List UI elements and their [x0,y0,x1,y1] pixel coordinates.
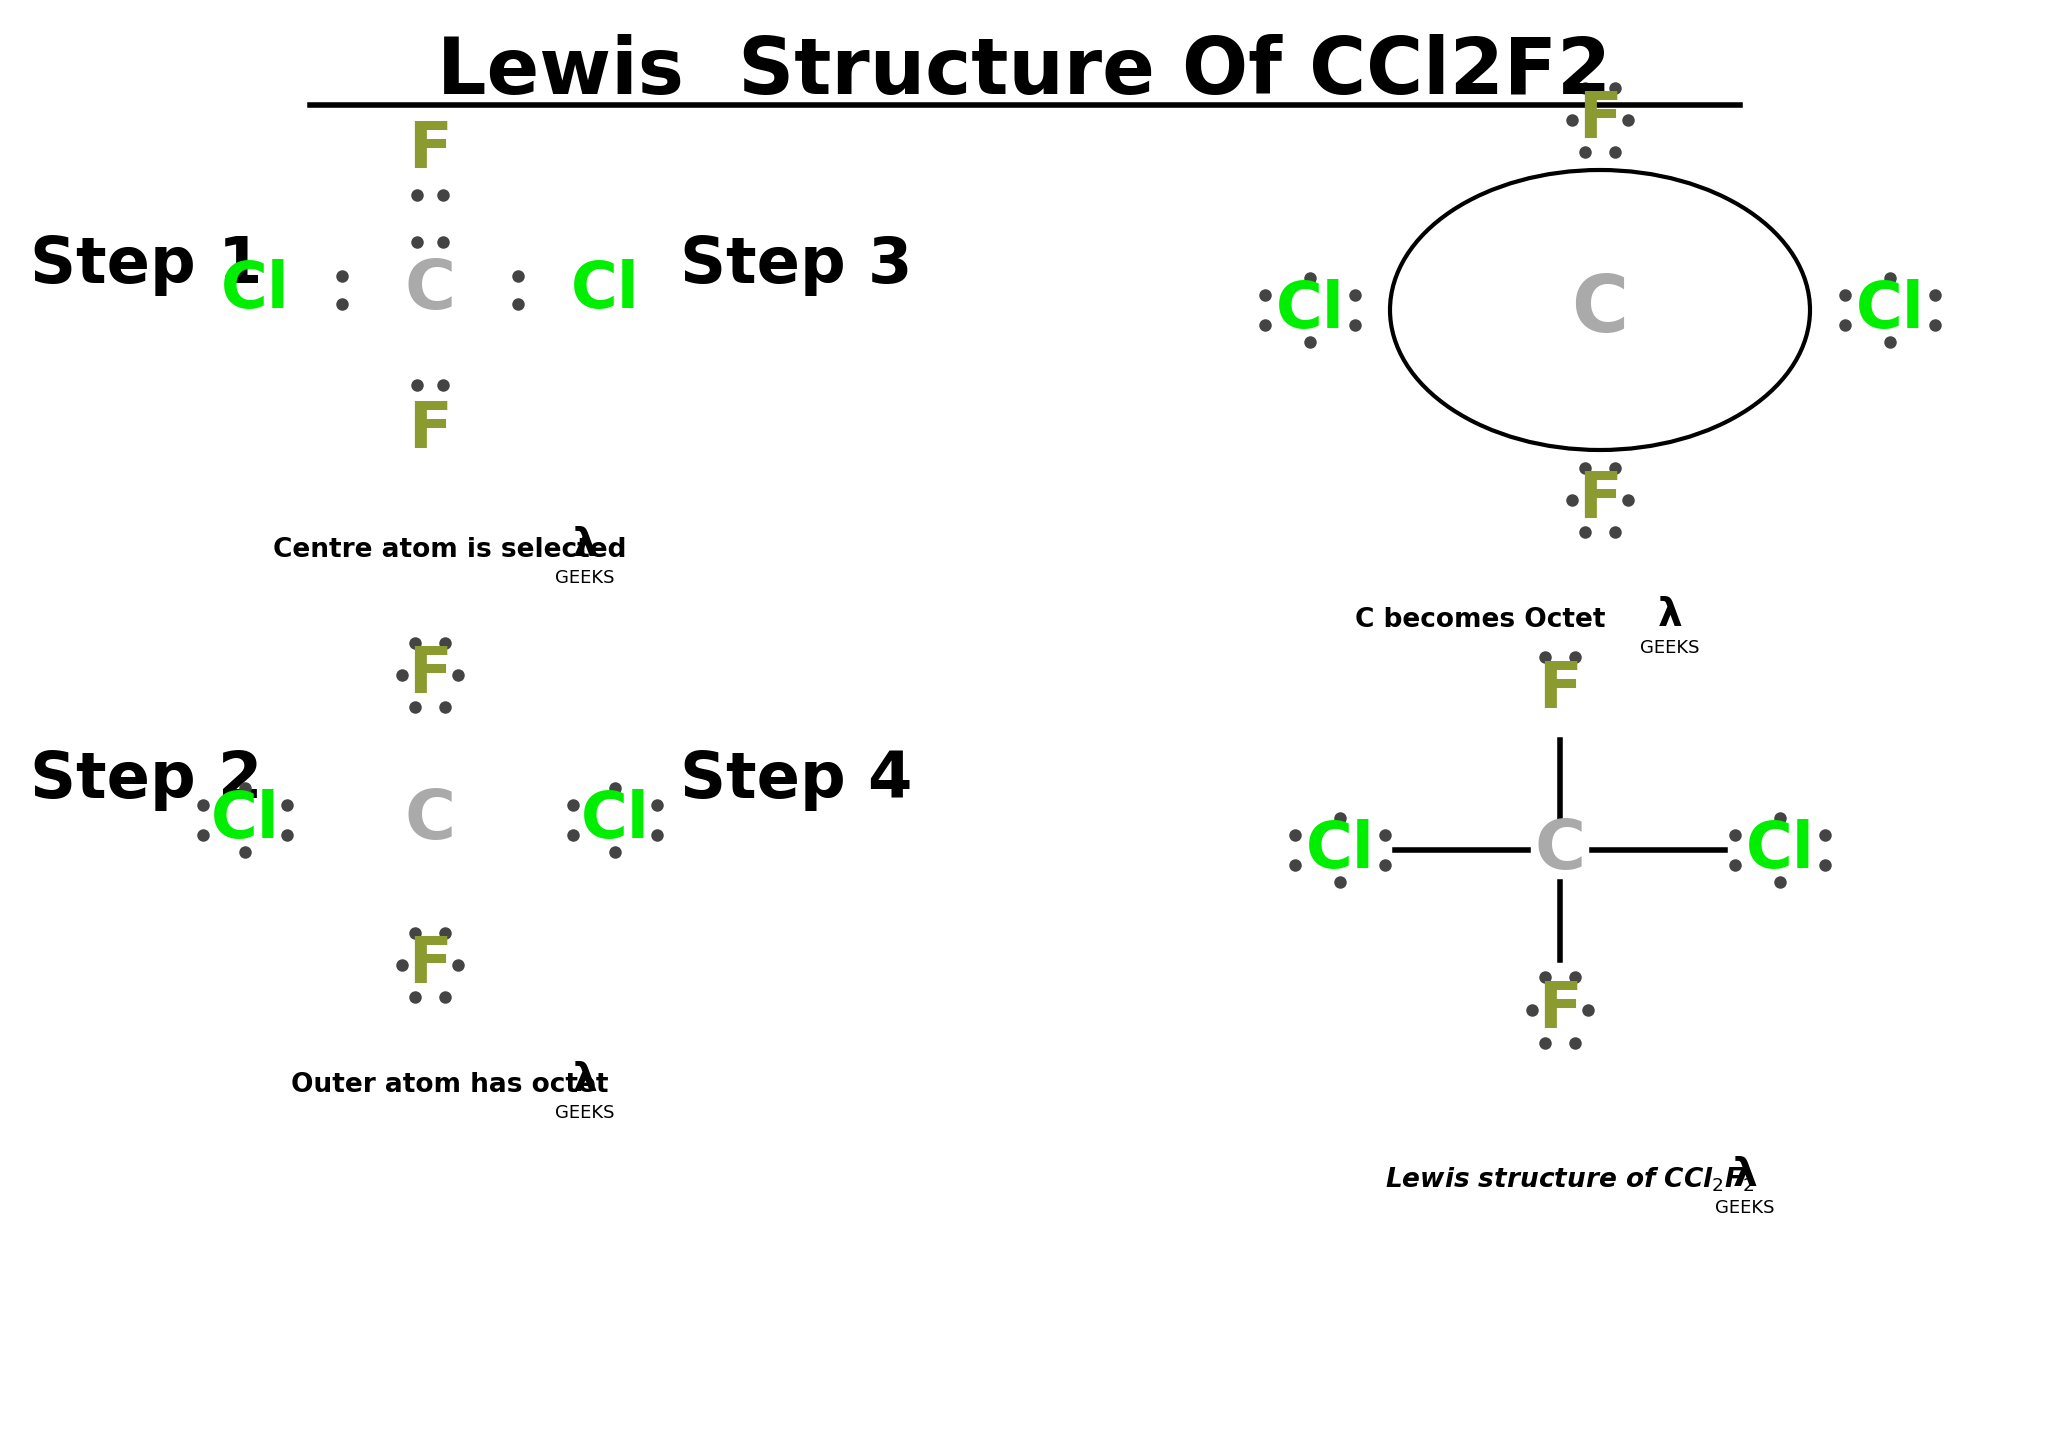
Text: Step 1: Step 1 [31,235,262,295]
Text: Cl: Cl [1855,279,1925,340]
Text: C: C [403,786,455,853]
Text: C becomes Octet: C becomes Octet [1354,607,1606,633]
Text: F: F [1579,88,1622,151]
Text: λ: λ [573,526,598,565]
Text: GEEKS: GEEKS [555,569,614,586]
Text: Centre atom is selected: Centre atom is selected [272,537,627,563]
Text: F: F [1538,979,1581,1041]
Text: Cl: Cl [211,789,279,851]
Text: Cl: Cl [571,259,639,321]
Text: GEEKS: GEEKS [555,1103,614,1122]
Text: Lewis  Structure Of CCl2F2: Lewis Structure Of CCl2F2 [436,33,1612,110]
Text: λ: λ [1657,597,1681,634]
Text: Cl: Cl [1307,820,1374,880]
Text: Cl: Cl [1276,279,1343,340]
Text: F: F [408,934,453,996]
Text: GEEKS: GEEKS [1640,639,1700,657]
Text: Step 4: Step 4 [680,749,911,811]
Text: Cl: Cl [582,789,649,851]
Text: C: C [1534,817,1585,883]
Text: F: F [408,644,453,707]
Text: C: C [1571,272,1628,348]
Text: Lewis structure of CCl$_2$F$_2$: Lewis structure of CCl$_2$F$_2$ [1384,1166,1755,1195]
Text: GEEKS: GEEKS [1716,1199,1776,1216]
Text: F: F [408,119,453,181]
Text: Cl: Cl [221,259,289,321]
Text: F: F [1579,469,1622,531]
Text: λ: λ [1733,1156,1757,1195]
Text: F: F [408,400,453,460]
Text: F: F [1538,659,1581,721]
Text: Cl: Cl [1745,820,1815,880]
Text: λ: λ [573,1061,598,1099]
Text: Step 3: Step 3 [680,235,913,295]
Text: Step 2: Step 2 [31,749,262,811]
Text: Outer atom has octet: Outer atom has octet [291,1072,608,1098]
Text: C: C [403,256,455,323]
